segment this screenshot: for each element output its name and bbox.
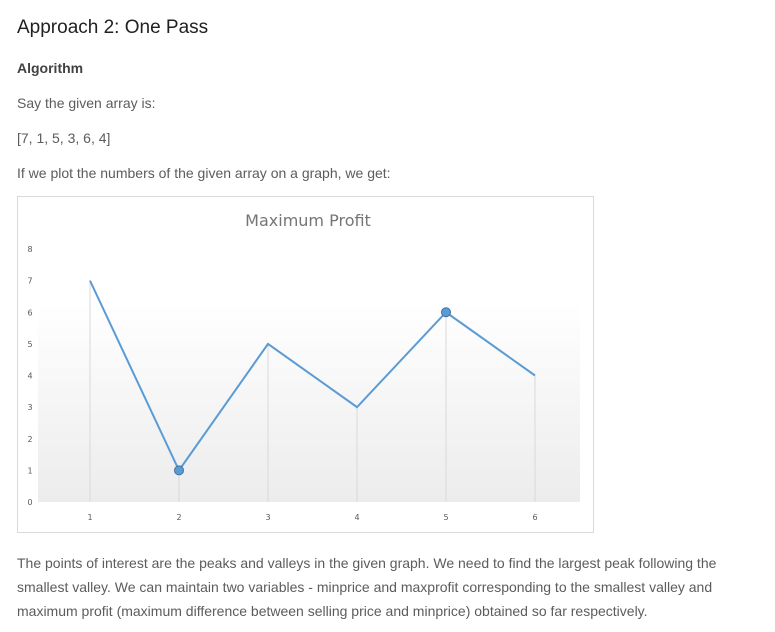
y-tick-label: 5 [27,340,32,349]
chart-figure: 0 1 2 3 4 5 6 7 8 1 2 3 4 5 6 Maximum Profit [17,196,594,533]
x-tick-label: 3 [265,513,270,522]
highlight-point-marker [174,465,184,476]
x-tick-label: 5 [443,513,448,522]
y-tick-label: 7 [27,277,32,286]
intro-paragraph: Say the given array is: [17,95,156,111]
x-tick-label: 2 [176,513,181,522]
y-tick-label: 0 [27,498,32,507]
plot-intro-paragraph: If we plot the numbers of the given arra… [17,165,391,181]
x-tick-label: 4 [354,513,359,522]
max-profit-chart: 0 1 2 3 4 5 6 7 8 1 2 3 4 5 6 Maximum Profit [27,211,580,522]
price-series-line [89,280,536,473]
section-heading: Approach 2: One Pass [17,17,209,38]
y-tick-label: 3 [27,403,32,412]
y-tick-label: 8 [27,245,32,254]
y-tick-label: 2 [27,435,32,444]
chart-title: Maximum Profit [245,211,371,230]
y-tick-label: 6 [27,308,32,317]
plot-area [38,302,580,502]
explanation-paragraph: The points of interest are the peaks and… [17,555,717,619]
x-tick-label: 1 [87,513,92,522]
y-tick-label: 4 [27,372,32,381]
x-tick-label: 6 [532,513,537,522]
subsection-heading: Algorithm [17,60,84,76]
array-paragraph: [7, 1, 5, 3, 6, 4] [17,130,111,146]
highlight-point-marker [441,307,451,318]
y-tick-label: 1 [27,466,32,475]
